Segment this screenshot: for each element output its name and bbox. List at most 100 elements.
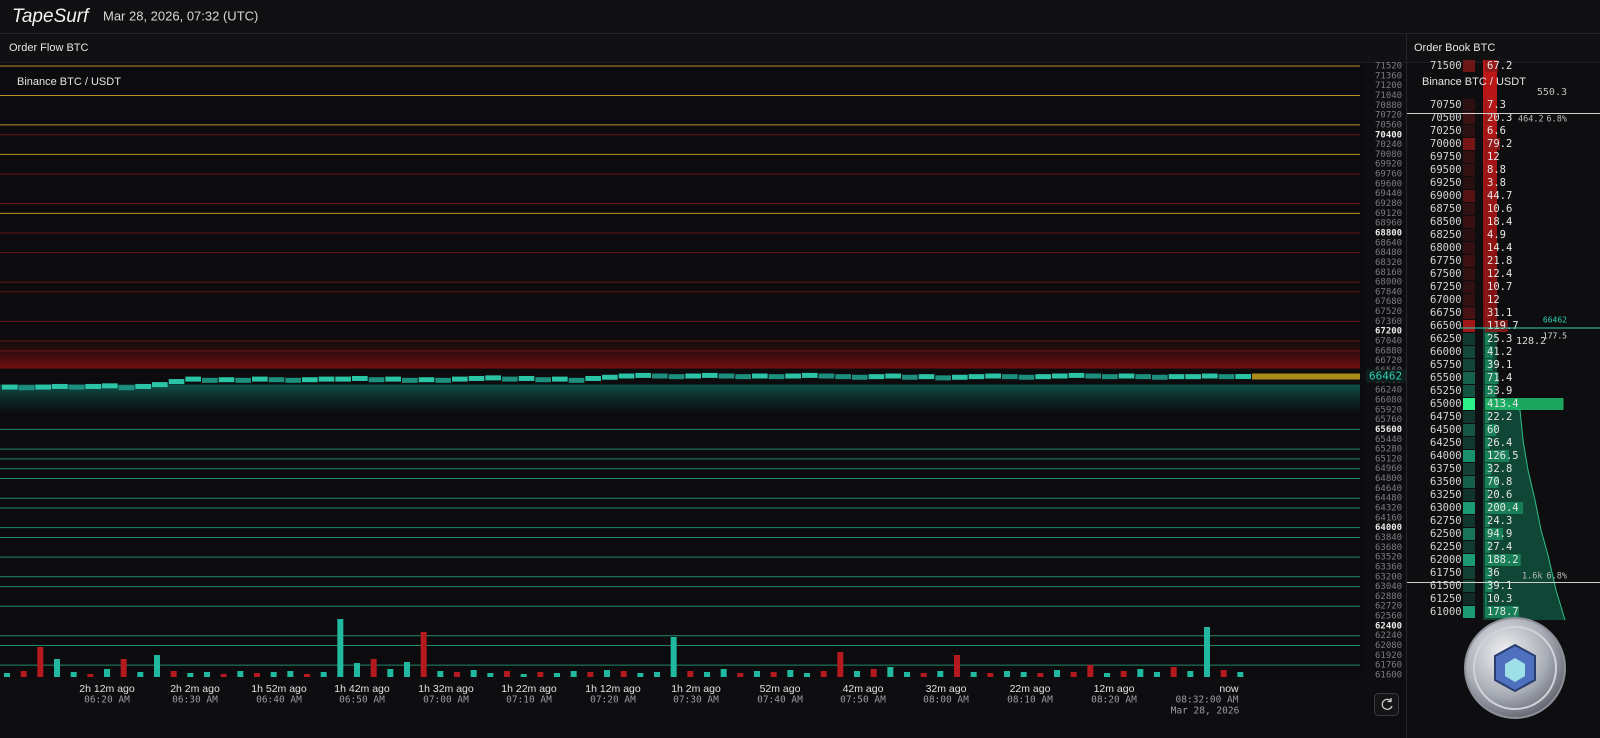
price-tick-label: 71040 — [1375, 91, 1402, 101]
size-bar — [1485, 398, 1564, 410]
volume-bar — [187, 673, 194, 677]
size-bar — [1485, 216, 1489, 228]
book-size: 21.8 — [1487, 255, 1512, 267]
size-intensity — [1463, 255, 1475, 267]
book-size: 10.7 — [1487, 281, 1512, 293]
order-book: 71500 67.2 70750 7.3 70500 20.3 70250 6.6 70000 7… — [1407, 60, 1600, 621]
refresh-button-frame[interactable] — [1374, 693, 1399, 716]
size-bar — [1485, 60, 1498, 72]
latest-block — [1252, 373, 1360, 380]
price-tick-label: 67680 — [1375, 297, 1402, 307]
volume-bar — [404, 662, 410, 677]
last-price-label: 66462 — [1369, 370, 1402, 383]
price-tick-label: 62720 — [1375, 602, 1402, 612]
book-size: 60 — [1487, 424, 1500, 436]
price-block — [668, 374, 685, 380]
volume-bar — [320, 672, 327, 677]
book-size: 126.5 — [1487, 450, 1519, 462]
price-block — [1018, 374, 1035, 380]
book-price: 62750 — [1430, 515, 1462, 527]
price-tick-label: 63360 — [1375, 562, 1402, 572]
price-block — [702, 372, 718, 378]
size-intensity — [1463, 554, 1475, 566]
size-intensity — [1463, 99, 1475, 111]
bid-depth-edge — [1496, 399, 1566, 621]
book-price: 61750 — [1430, 567, 1462, 579]
time-clock-label: 07:10 AM — [506, 695, 552, 706]
volume-bar — [520, 674, 527, 677]
time-ago-label: 12m ago — [1094, 683, 1135, 695]
size-intensity — [1463, 385, 1475, 397]
volume-bar — [470, 670, 477, 677]
timestamp: Mar 28, 2026, 07:32 (UTC) — [103, 8, 258, 23]
price-axis: 7152071360712007104070880707207056070400… — [1362, 62, 1406, 681]
size-bar — [1485, 502, 1524, 514]
price-block — [202, 377, 218, 383]
volume-bar — [1220, 670, 1227, 677]
price-tick-label: 71360 — [1375, 71, 1402, 81]
size-intensity — [1463, 489, 1475, 501]
book-size: 41.2 — [1487, 346, 1512, 358]
price-block — [52, 383, 68, 389]
price-tick-label: 64960 — [1375, 464, 1402, 474]
book-size: 39.1 — [1487, 580, 1512, 592]
book-price: 64000 — [1430, 450, 1462, 462]
size-intensity — [1463, 437, 1475, 449]
logo[interactable]: TapeSurf — [12, 6, 90, 27]
bid-band: 1.6k — [1522, 572, 1542, 582]
refresh-icon[interactable] — [1381, 698, 1393, 710]
volume-bar — [37, 647, 44, 677]
price-tick-label: 61920 — [1375, 651, 1402, 661]
price-block — [35, 384, 51, 390]
price-tick-label: 61600 — [1375, 671, 1402, 681]
volume-bar — [254, 673, 260, 677]
price-block — [552, 376, 568, 382]
time-ago-label: 1h 32m ago — [418, 683, 474, 695]
time-ago-label: 2h 12m ago — [79, 683, 135, 695]
volume-bar — [954, 655, 960, 677]
price-block — [652, 373, 668, 379]
book-price: 65500 — [1430, 372, 1462, 384]
price-tick-label: 70400 — [1375, 130, 1402, 140]
price-block — [335, 376, 351, 382]
time-clock-label: 06:50 AM — [339, 695, 385, 706]
price-tick-label: 68640 — [1375, 238, 1402, 248]
time-clock-label: 08:00 AM — [923, 695, 969, 706]
price-block — [902, 374, 918, 380]
size-intensity — [1463, 242, 1475, 254]
price-block — [68, 384, 85, 390]
volume-bar — [370, 659, 377, 677]
price-tick-label: 64800 — [1375, 474, 1402, 484]
size-bar — [1485, 372, 1499, 384]
size-intensity — [1463, 125, 1475, 137]
price-block — [318, 376, 335, 382]
volume-bar — [687, 671, 694, 677]
book-price: 67250 — [1430, 281, 1462, 293]
price-block — [1135, 374, 1151, 380]
size-bar — [1485, 203, 1488, 215]
price-block — [152, 382, 168, 388]
book-size: 39.1 — [1487, 359, 1512, 371]
book-price: 62250 — [1430, 541, 1462, 553]
price-tick-label: 62560 — [1375, 612, 1402, 622]
size-intensity — [1463, 190, 1475, 202]
size-bar — [1485, 554, 1521, 566]
price-block — [952, 374, 968, 380]
refresh-button[interactable] — [1374, 693, 1399, 716]
volume-bar — [620, 671, 627, 677]
volume-bar — [887, 667, 894, 677]
price-tick-label: 65920 — [1375, 405, 1402, 415]
price-block — [1102, 374, 1118, 380]
size-bar — [1485, 424, 1497, 436]
time-clock-label: 08:20 AM — [1091, 695, 1137, 706]
volume-bar — [504, 671, 510, 677]
book-size: 25.3 — [1487, 333, 1512, 345]
price-block — [435, 377, 451, 383]
volume-bar — [270, 672, 277, 677]
bid-glow — [0, 384, 1360, 413]
time-clock-label: 07:00 AM — [423, 695, 469, 706]
volume-bar — [4, 673, 10, 677]
book-price: 67750 — [1430, 255, 1462, 267]
price-tick-label: 70560 — [1375, 120, 1402, 130]
